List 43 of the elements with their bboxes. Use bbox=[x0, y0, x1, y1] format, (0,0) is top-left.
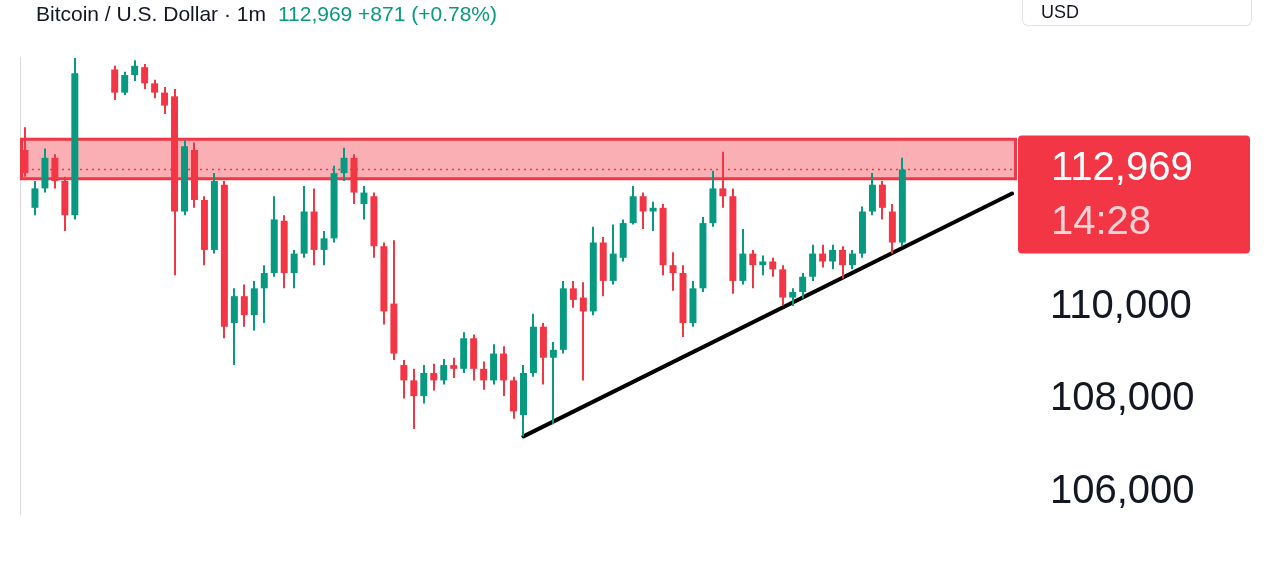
candlestick bbox=[360, 185, 368, 221]
candlestick bbox=[260, 264, 268, 325]
candlestick bbox=[450, 356, 458, 380]
candlestick bbox=[161, 86, 169, 115]
chart-subtitle: 112,969 +871 (+0.78%) bbox=[277, 2, 498, 25]
ref-line-label: 112,969 bbox=[1051, 144, 1193, 189]
candlestick bbox=[400, 359, 408, 400]
candlestick bbox=[849, 248, 856, 271]
candlestick bbox=[639, 191, 647, 231]
candlestick bbox=[320, 229, 328, 267]
candlestick bbox=[799, 272, 807, 300]
candlestick bbox=[111, 64, 119, 102]
candlestick bbox=[240, 283, 248, 328]
candlestick bbox=[669, 251, 677, 292]
candlestick bbox=[480, 360, 488, 391]
candlestick bbox=[839, 245, 847, 280]
y-tick-label: 108,000 bbox=[1050, 374, 1195, 419]
candlestick bbox=[759, 254, 767, 277]
candlestick bbox=[141, 62, 149, 90]
candlestick bbox=[829, 243, 837, 271]
candlestick bbox=[31, 179, 39, 217]
candlestick bbox=[579, 281, 587, 382]
candlestick bbox=[440, 358, 448, 386]
candlestick bbox=[749, 248, 757, 290]
candlestick bbox=[569, 279, 577, 309]
y-tick-label: 110,000 bbox=[1050, 281, 1192, 326]
candlestick bbox=[769, 256, 777, 278]
candlestick bbox=[430, 362, 438, 392]
y-axis-title: USD bbox=[1041, 2, 1080, 22]
y-tick-label: 106,000 bbox=[1050, 466, 1195, 511]
candlestick bbox=[121, 70, 129, 96]
candlestick bbox=[151, 78, 159, 100]
text: 14:28 bbox=[1051, 198, 1152, 243]
currency-selector: USD bbox=[1022, 0, 1252, 26]
candlestick bbox=[410, 367, 418, 430]
candlestick bbox=[340, 146, 348, 182]
candlestick bbox=[290, 248, 298, 290]
chart-title: Bitcoin / U.S. Dollar · 1m bbox=[36, 2, 266, 25]
candlestick bbox=[549, 340, 557, 426]
candlestick bbox=[809, 243, 817, 282]
candlestick bbox=[420, 364, 428, 405]
candlestick bbox=[649, 200, 657, 232]
candlestick bbox=[131, 59, 139, 83]
